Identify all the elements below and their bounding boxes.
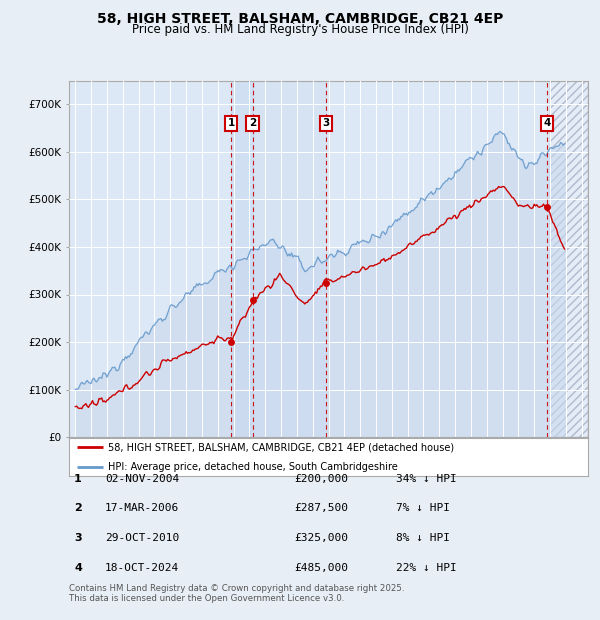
Bar	[253, 81, 326, 437]
Text: 2: 2	[249, 118, 256, 128]
Text: 3: 3	[74, 533, 82, 543]
Text: HPI: Average price, detached house, South Cambridgeshire: HPI: Average price, detached house, Sout…	[108, 461, 398, 472]
Text: 1: 1	[227, 118, 235, 128]
Text: £325,000: £325,000	[294, 533, 348, 543]
Text: 3: 3	[322, 118, 329, 128]
Text: £287,500: £287,500	[294, 503, 348, 513]
Text: This data is licensed under the Open Government Licence v3.0.: This data is licensed under the Open Gov…	[69, 593, 344, 603]
Text: 4: 4	[543, 118, 551, 128]
Text: 7% ↓ HPI: 7% ↓ HPI	[396, 503, 450, 513]
Text: 8% ↓ HPI: 8% ↓ HPI	[396, 533, 450, 543]
Text: 34% ↓ HPI: 34% ↓ HPI	[396, 474, 457, 484]
Text: 58, HIGH STREET, BALSHAM, CAMBRIDGE, CB21 4EP: 58, HIGH STREET, BALSHAM, CAMBRIDGE, CB2…	[97, 12, 503, 27]
Text: 22% ↓ HPI: 22% ↓ HPI	[396, 563, 457, 573]
Text: 2: 2	[74, 503, 82, 513]
Text: Price paid vs. HM Land Registry's House Price Index (HPI): Price paid vs. HM Land Registry's House …	[131, 23, 469, 36]
Text: 58, HIGH STREET, BALSHAM, CAMBRIDGE, CB21 4EP (detached house): 58, HIGH STREET, BALSHAM, CAMBRIDGE, CB2…	[108, 442, 454, 453]
Text: 4: 4	[74, 563, 82, 573]
Text: 17-MAR-2006: 17-MAR-2006	[105, 503, 179, 513]
Text: 1: 1	[74, 474, 82, 484]
Text: Contains HM Land Registry data © Crown copyright and database right 2025.: Contains HM Land Registry data © Crown c…	[69, 584, 404, 593]
Text: 02-NOV-2004: 02-NOV-2004	[105, 474, 179, 484]
Text: 18-OCT-2024: 18-OCT-2024	[105, 563, 179, 573]
Text: £200,000: £200,000	[294, 474, 348, 484]
Text: £485,000: £485,000	[294, 563, 348, 573]
Text: 29-OCT-2010: 29-OCT-2010	[105, 533, 179, 543]
Bar	[231, 81, 253, 437]
